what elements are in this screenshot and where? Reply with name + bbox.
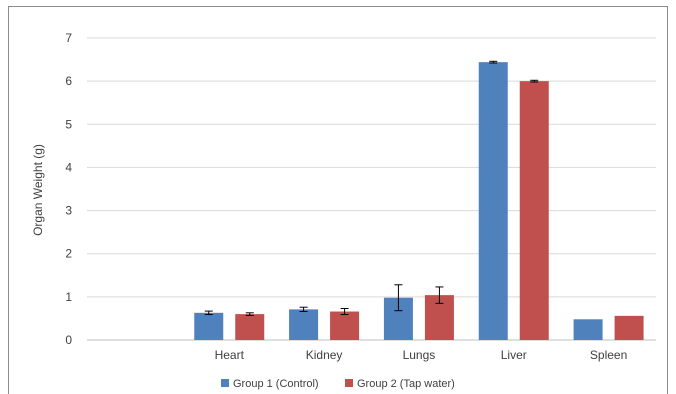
bar-heart-series-1 [194, 312, 224, 340]
legend-label-series-1: Group 1 (Control) [233, 378, 319, 390]
bars [194, 62, 644, 341]
legend-label-series-2: Group 2 (Tap water) [357, 378, 455, 390]
y-tick-label: 5 [65, 117, 72, 131]
y-tick-label: 6 [65, 74, 72, 88]
x-tick-label: Kidney [306, 348, 343, 362]
error-bars [204, 60, 539, 316]
legend-swatch-series-2 [345, 379, 353, 387]
x-tick-label: Lungs [403, 348, 436, 362]
y-tick-label: 3 [65, 204, 72, 218]
bar-kidney-series-1 [289, 309, 319, 340]
x-tick-label: Spleen [590, 348, 627, 362]
chart-frame [8, 6, 668, 394]
gridlines [87, 37, 656, 341]
legend: Group 1 (Control) Group 2 (Tap water) [221, 378, 455, 390]
x-axis-ticks: Heart Kidney Lungs Liver Spleen [215, 348, 628, 362]
y-axis-ticks: 0 1 2 3 4 5 6 7 [65, 31, 72, 347]
bar-spleen-series-2 [614, 315, 644, 340]
y-tick-label: 1 [65, 290, 72, 304]
x-tick-label: Liver [501, 348, 527, 362]
x-tick-label: Heart [215, 348, 245, 362]
y-tick-label: 0 [65, 333, 72, 347]
bar-kidney-series-2 [330, 311, 360, 340]
y-tick-label: 2 [65, 247, 72, 261]
y-tick-label: 4 [65, 160, 72, 174]
bar-spleen-series-1 [573, 319, 603, 340]
bar-heart-series-2 [235, 314, 265, 340]
bar-liver-series-1 [478, 62, 508, 340]
y-axis-title: Organ Weight (g) [31, 144, 45, 236]
y-tick-label: 7 [65, 31, 72, 45]
bar-liver-series-2 [519, 81, 549, 341]
legend-swatch-series-1 [221, 379, 229, 387]
